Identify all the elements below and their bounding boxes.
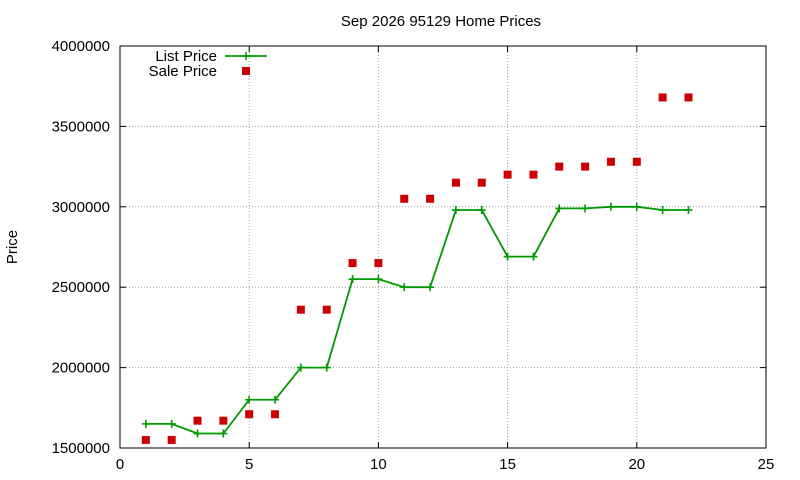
plot-frame bbox=[119, 45, 767, 449]
sale-price-point bbox=[348, 259, 357, 268]
list-price-point bbox=[193, 429, 202, 438]
list-price-point bbox=[451, 206, 460, 215]
y-tick-label: 2500000 bbox=[52, 279, 110, 296]
chart-title: Sep 2026 95129 Home Prices bbox=[341, 13, 541, 30]
list-price-point bbox=[555, 204, 564, 213]
y-axis-label: Price bbox=[4, 230, 21, 264]
list-price-point bbox=[606, 202, 615, 211]
list-price-point bbox=[296, 363, 305, 372]
list-price-point bbox=[167, 419, 176, 428]
x-tick-label: 5 bbox=[245, 456, 253, 473]
sale-price-point bbox=[503, 170, 512, 179]
list-price-point bbox=[658, 206, 667, 215]
y-tick-label: 3000000 bbox=[52, 199, 110, 216]
list-price-point bbox=[684, 206, 693, 215]
x-tick-label: 15 bbox=[499, 456, 516, 473]
x-tick-label: 25 bbox=[758, 456, 775, 473]
legend-marker-sale-price bbox=[242, 67, 250, 75]
legend-label-list-price: List Price bbox=[155, 48, 217, 65]
list-price-point bbox=[632, 202, 641, 211]
sale-price-point bbox=[296, 305, 305, 314]
list-price-point bbox=[322, 363, 331, 372]
axes: 0 5 10 15 20 25 1500000 2000000 2500000 3000000 35… bbox=[52, 38, 775, 473]
list-price-point bbox=[529, 252, 538, 261]
legend-marker-list-price bbox=[242, 52, 250, 60]
sale-price-point bbox=[529, 170, 538, 179]
series-sale-price bbox=[141, 93, 693, 444]
y-tick-label: 2000000 bbox=[52, 360, 110, 377]
list-price-line bbox=[145, 205, 689, 435]
list-price-point bbox=[348, 275, 357, 284]
sale-price-point bbox=[658, 93, 667, 102]
x-tick-label: 10 bbox=[370, 456, 387, 473]
sale-price-point bbox=[245, 410, 254, 419]
sale-price-point bbox=[374, 259, 383, 268]
sale-price-point bbox=[219, 416, 228, 425]
sale-price-point bbox=[167, 435, 176, 444]
sale-price-point bbox=[606, 157, 615, 166]
list-price-point bbox=[141, 419, 150, 428]
sale-price-point bbox=[684, 93, 693, 102]
list-price-point bbox=[374, 275, 383, 284]
series-list-price bbox=[141, 202, 693, 438]
list-price-point bbox=[245, 395, 254, 404]
x-tick-label: 0 bbox=[116, 456, 124, 473]
legend-label-sale-price: Sale Price bbox=[149, 63, 217, 80]
sale-price-point bbox=[271, 410, 280, 419]
list-price-point bbox=[581, 204, 590, 213]
sale-price-point bbox=[477, 178, 486, 187]
sale-price-point bbox=[426, 194, 435, 203]
list-price-point bbox=[400, 283, 409, 292]
grid bbox=[120, 46, 766, 448]
sale-price-point bbox=[581, 162, 590, 171]
sale-price-point bbox=[193, 416, 202, 425]
sale-price-point bbox=[141, 435, 150, 444]
sale-price-point bbox=[451, 178, 460, 187]
sale-price-point bbox=[555, 162, 564, 171]
list-price-point bbox=[219, 429, 228, 438]
sale-price-point bbox=[632, 157, 641, 166]
y-tick-label: 3500000 bbox=[52, 118, 110, 135]
list-price-point bbox=[271, 395, 280, 404]
list-price-point bbox=[503, 252, 512, 261]
legend: List Price Sale Price bbox=[149, 48, 267, 80]
series-layer bbox=[141, 93, 693, 444]
list-price-point bbox=[477, 206, 486, 215]
y-tick-label: 4000000 bbox=[52, 38, 110, 55]
sale-price-point bbox=[322, 305, 331, 314]
y-tick-label: 1500000 bbox=[52, 440, 110, 457]
x-tick-label: 20 bbox=[628, 456, 645, 473]
list-price-point bbox=[426, 283, 435, 292]
sale-price-point bbox=[400, 194, 409, 203]
